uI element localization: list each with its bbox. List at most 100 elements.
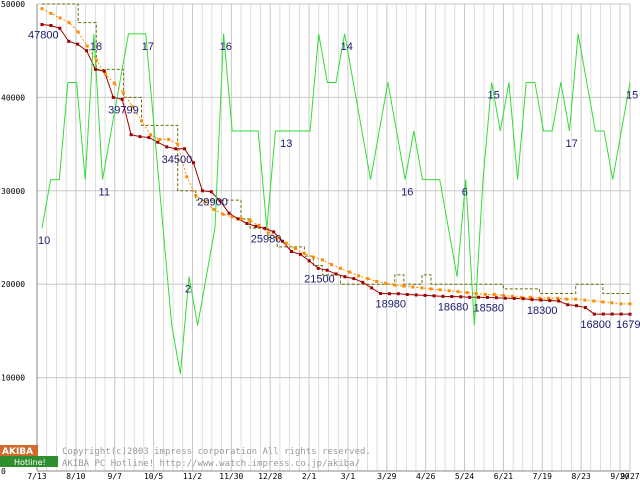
x-tick-label: 7/13 <box>27 472 46 480</box>
min-point <box>316 266 320 270</box>
avg-point <box>67 21 71 25</box>
watermark-copyright: Copyright(c)2003 impress corporation All… <box>62 447 371 457</box>
min-point <box>111 95 115 99</box>
min-point <box>610 312 614 316</box>
min-point <box>441 294 445 298</box>
watermark-logo-bottom: Hotline! <box>14 458 46 467</box>
watermark-logo-bottom-bg <box>0 456 58 467</box>
min-point <box>93 67 97 71</box>
avg-point <box>574 297 578 301</box>
series-line-count <box>41 33 631 374</box>
min-point <box>530 298 534 302</box>
min-point <box>209 190 213 194</box>
min-price-label: 29900 <box>197 197 228 209</box>
avg-point <box>49 11 53 15</box>
min-point <box>165 145 169 149</box>
y-tick-label: 40000 <box>1 93 25 102</box>
avg-point <box>311 255 315 259</box>
min-point <box>566 303 570 307</box>
count-label: 13 <box>280 138 292 150</box>
min-point <box>254 224 258 228</box>
y-tick-label: 30000 <box>1 187 25 196</box>
min-price-label: 18680 <box>438 302 469 314</box>
min-point <box>120 97 124 101</box>
avg-point <box>402 284 406 288</box>
avg-point <box>538 296 542 300</box>
min-point <box>459 295 463 299</box>
avg-point <box>565 297 569 301</box>
x-tick-label: 9/20 <box>610 472 629 480</box>
avg-point <box>438 288 442 292</box>
min-point <box>58 26 62 30</box>
avg-point <box>375 279 379 283</box>
avg-point <box>149 133 153 137</box>
x-tick-label: 2/1 <box>302 472 317 480</box>
count-label: 10 <box>38 235 50 247</box>
y-tick-label: 20000 <box>1 280 25 289</box>
count-label: 16 <box>401 187 413 199</box>
avg-point <box>257 223 261 227</box>
watermark: AKIBA Hotline! Copyright(c)2003 impress … <box>0 445 371 469</box>
avg-point <box>103 72 107 76</box>
min-point <box>414 293 418 297</box>
avg-point <box>528 295 532 299</box>
count-label: 15 <box>626 89 638 101</box>
min-point <box>370 286 374 290</box>
avg-point <box>366 277 370 281</box>
x-tick-label: 11/2 <box>183 472 202 480</box>
min-point <box>245 221 249 225</box>
min-point <box>468 295 472 299</box>
avg-point <box>474 292 478 296</box>
avg-point <box>293 247 297 251</box>
x-tick-label: 7/19 <box>533 472 552 480</box>
min-price-label: 39799 <box>108 104 139 116</box>
min-point <box>102 69 106 73</box>
avg-point <box>357 274 361 278</box>
min-point <box>183 147 187 151</box>
watermark-logo-top-bg <box>0 445 38 456</box>
count-label: 15 <box>488 89 500 101</box>
min-point <box>289 250 293 254</box>
min-point <box>423 293 427 297</box>
count-label: 17 <box>565 138 577 150</box>
min-point <box>147 136 151 140</box>
min-point <box>379 292 383 296</box>
avg-point <box>492 292 496 296</box>
min-point <box>138 135 142 139</box>
avg-point <box>348 270 352 274</box>
x-tick-label: 3/1 <box>341 472 356 480</box>
min-point <box>236 217 240 221</box>
avg-point <box>384 281 388 285</box>
series-line-avg <box>41 8 630 305</box>
min-point <box>557 299 561 303</box>
min-point <box>325 268 329 272</box>
avg-point <box>465 291 469 295</box>
min-point <box>575 304 579 308</box>
avg-point <box>130 105 134 109</box>
avg-point <box>302 251 306 255</box>
avg-point <box>194 193 198 197</box>
min-point <box>281 239 285 243</box>
count-label: 2 <box>185 284 191 296</box>
min-point <box>307 259 311 263</box>
avg-point <box>239 217 243 221</box>
min-point <box>432 294 436 298</box>
x-tick-label: 6/21 <box>494 472 513 480</box>
min-point <box>512 296 516 300</box>
min-price-label: 34500 <box>162 154 193 166</box>
min-price-label: 16800 <box>580 319 611 331</box>
avg-point <box>203 200 207 204</box>
avg-point <box>284 241 288 245</box>
count-label: 11 <box>99 187 110 199</box>
avg-point <box>176 142 180 146</box>
x-tick-label: 10/5 <box>144 472 163 480</box>
min-point <box>334 272 338 276</box>
min-point <box>67 39 71 43</box>
y-tick-label: 10000 <box>1 374 25 383</box>
min-point <box>174 147 178 151</box>
avg-point <box>619 302 623 306</box>
avg-point <box>456 290 460 294</box>
min-point <box>272 230 276 234</box>
x-tick-label: 8/10 <box>66 472 85 480</box>
